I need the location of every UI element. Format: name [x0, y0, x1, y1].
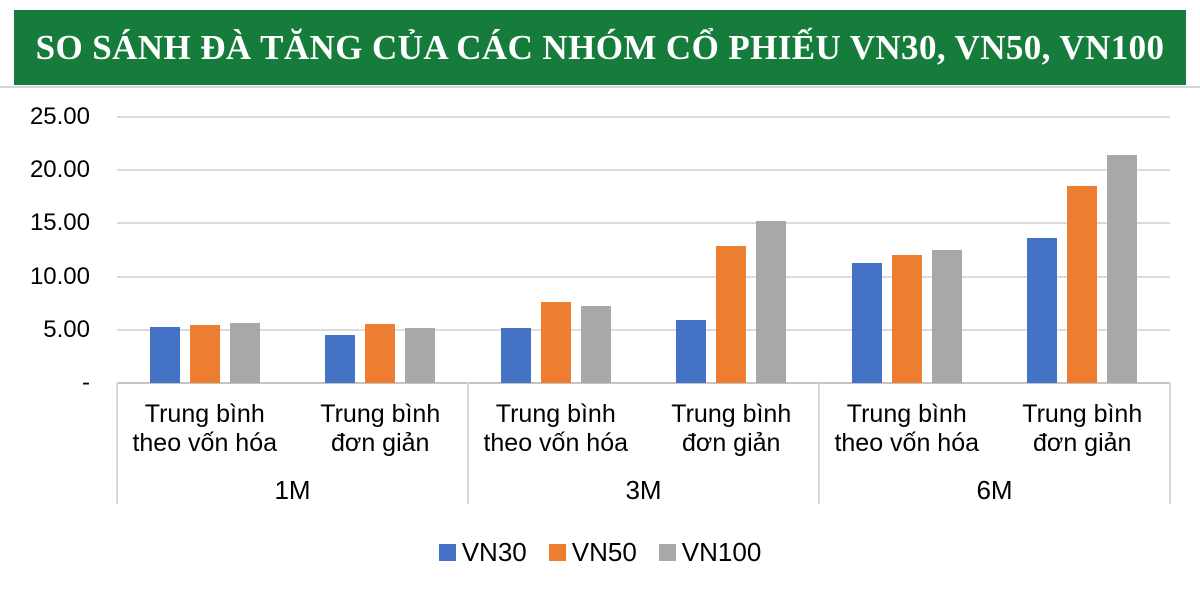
legend-swatch-vn100 — [658, 543, 676, 561]
bar-vn100-3m-don-gian — [756, 221, 786, 383]
bar-vn50-3m-von-hoa — [541, 302, 571, 383]
category-label: Trung bình theo vốn hóa — [483, 400, 629, 457]
gridline — [117, 275, 1170, 278]
legend-label: VN50 — [571, 537, 637, 567]
bar-vn30-3m-von-hoa — [501, 328, 531, 383]
category-label: Trung bình theo vốn hóa — [132, 400, 278, 457]
category-divider — [1169, 383, 1171, 504]
legend-item-vn30: VN30 — [438, 537, 527, 567]
legend-swatch-vn30 — [438, 543, 456, 561]
gridline — [117, 222, 1170, 225]
category-divider — [467, 383, 469, 504]
category-label: Trung bình đơn giản — [671, 400, 792, 457]
gridline — [117, 169, 1170, 172]
legend: VN30 VN50 VN100 — [0, 539, 1200, 565]
bar-vn50-6m-von-hoa — [892, 255, 922, 383]
period-label-1m: 1M — [274, 475, 311, 505]
bar-vn50-6m-don-gian — [1067, 186, 1097, 383]
category-label: Trung bình theo vốn hóa — [834, 400, 980, 457]
bar-vn30-1m-don-gian — [325, 335, 355, 383]
gridline — [117, 116, 1170, 118]
bar-vn100-6m-von-hoa — [932, 250, 962, 383]
bar-vn30-1m-von-hoa — [150, 327, 180, 383]
chart-title-banner: SO SÁNH ĐÀ TĂNG CỦA CÁC NHÓM CỔ PHIẾU VN… — [14, 10, 1186, 85]
bar-vn30-6m-don-gian — [1027, 238, 1057, 383]
y-axis-tick-label: 10.00 — [29, 262, 90, 290]
category-divider — [116, 383, 118, 504]
bar-vn100-1m-von-hoa — [230, 323, 260, 383]
legend-item-vn50: VN50 — [548, 537, 637, 567]
period-label-6m: 6M — [976, 475, 1013, 505]
legend-label: VN30 — [461, 537, 527, 567]
bar-vn100-6m-don-gian — [1107, 155, 1137, 383]
bar-vn100-1m-don-gian — [405, 328, 435, 383]
bar-vn30-6m-von-hoa — [852, 263, 882, 383]
y-axis-tick-label: 5.00 — [43, 315, 90, 343]
bar-vn30-3m-don-gian — [676, 320, 706, 383]
legend-swatch-vn50 — [548, 543, 566, 561]
y-axis-tick-label: 25.00 — [29, 103, 90, 130]
y-axis-tick-label: 15.00 — [29, 209, 90, 237]
period-label-3m: 3M — [625, 475, 662, 505]
y-axis-tick-label: 20.00 — [29, 156, 90, 184]
bar-vn50-3m-don-gian — [716, 246, 746, 383]
banner-shadow-line — [0, 86, 1200, 88]
gridline — [117, 328, 1170, 331]
legend-label: VN100 — [681, 537, 762, 567]
category-label: Trung bình đơn giản — [1022, 400, 1143, 457]
y-axis-tick-label: - — [82, 369, 90, 396]
bar-vn100-3m-von-hoa — [581, 306, 611, 383]
legend-item-vn100: VN100 — [658, 537, 762, 567]
chart-title: SO SÁNH ĐÀ TĂNG CỦA CÁC NHÓM CỔ PHIẾU VN… — [35, 27, 1165, 67]
bar-vn50-1m-von-hoa — [190, 325, 220, 383]
category-label: Trung bình đơn giản — [320, 400, 441, 457]
x-axis-line — [117, 382, 1170, 384]
category-divider — [818, 383, 820, 504]
grouped-bar-chart: - 5.00 10.00 15.00 20.00 25.00 Trung bình theo… — [0, 95, 1200, 591]
bar-vn50-1m-don-gian — [365, 324, 395, 383]
